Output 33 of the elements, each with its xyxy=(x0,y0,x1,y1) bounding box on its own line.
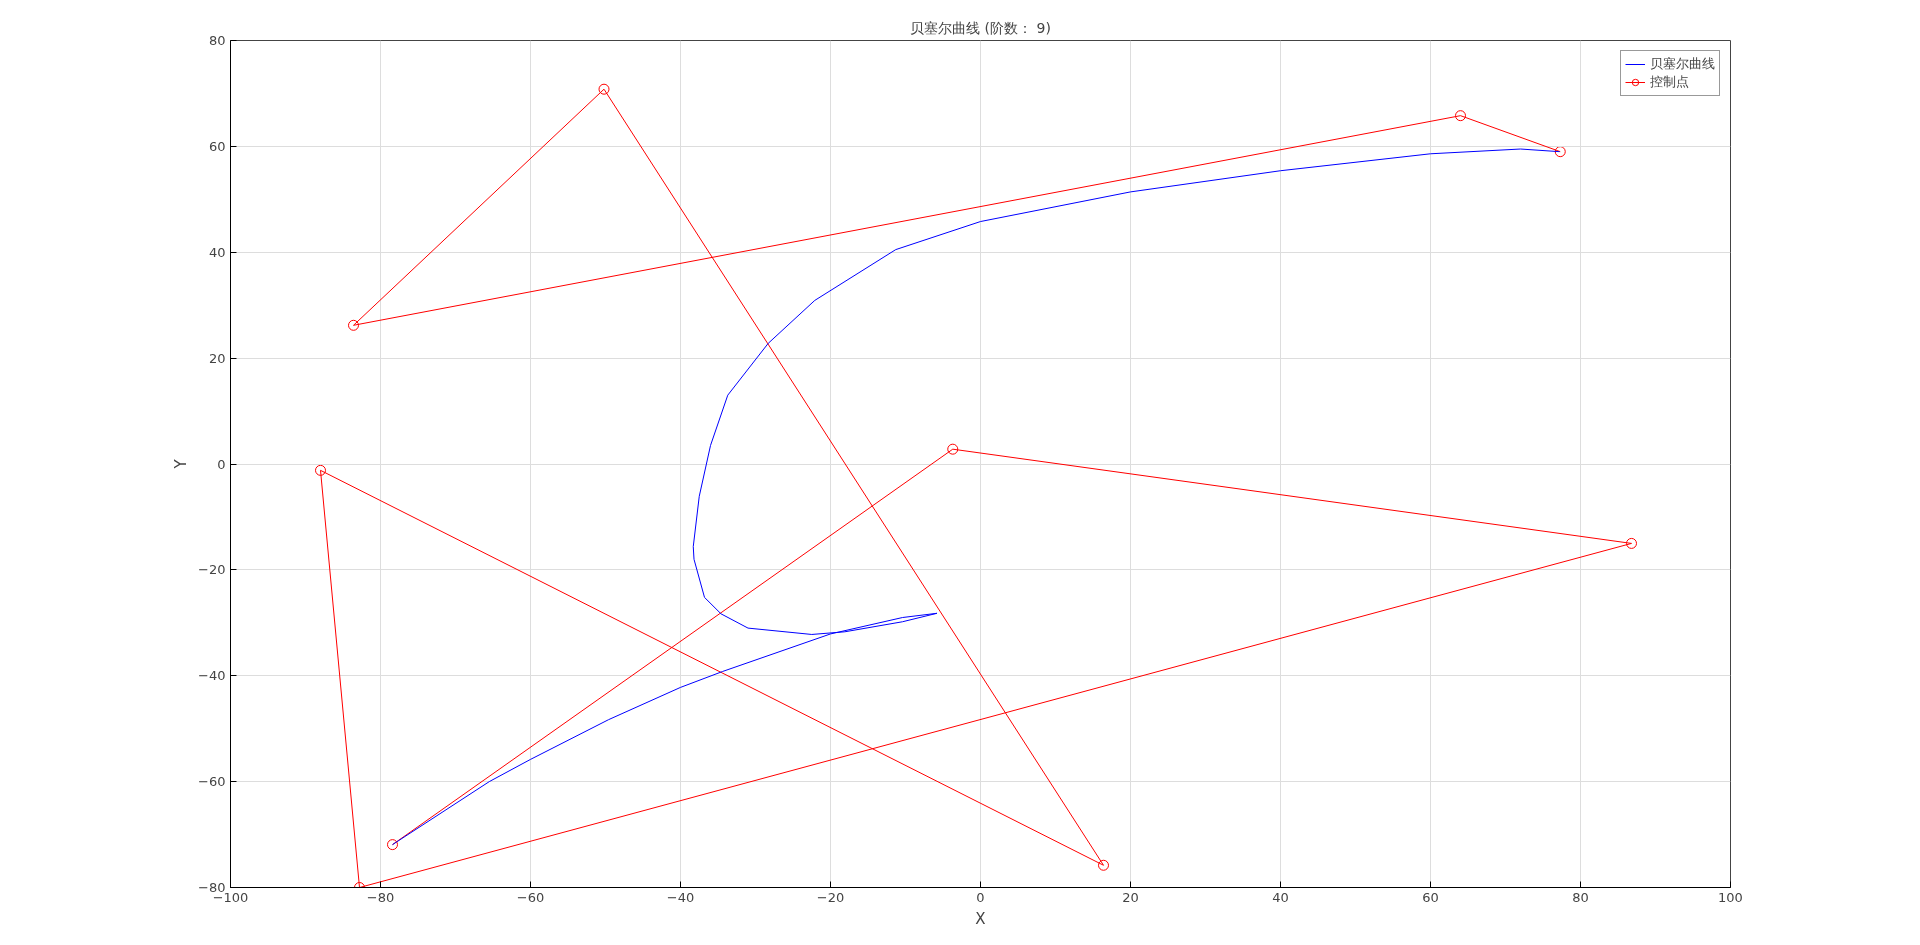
y-tick-label: 40 xyxy=(208,244,226,260)
x-tick-label: −60 xyxy=(516,889,545,905)
point xyxy=(1098,859,1109,871)
point xyxy=(315,464,326,476)
y-tick-label: −20 xyxy=(198,562,226,578)
legend-label: 控制点 xyxy=(1650,73,1689,91)
x-tick-label: −20 xyxy=(816,889,845,905)
legend-label: 贝塞尔曲线 xyxy=(1650,55,1715,73)
y-tick-label: 80 xyxy=(208,33,226,48)
y-tick-label: 0 xyxy=(217,456,226,472)
y-tick-label: 60 xyxy=(208,138,226,154)
x-tick-label: −40 xyxy=(666,889,695,905)
point xyxy=(1455,110,1466,122)
x-tick-label: 40 xyxy=(1272,889,1289,905)
point xyxy=(348,319,359,331)
x-axis-title: X xyxy=(975,909,986,928)
x-tick-label: 60 xyxy=(1422,889,1439,905)
point xyxy=(947,443,959,455)
x-tick-label: −80 xyxy=(366,889,395,905)
point xyxy=(1554,146,1566,158)
line-series xyxy=(392,148,1560,846)
point xyxy=(387,839,398,851)
chart-title: 贝塞尔曲线 (阶数： 9) xyxy=(910,19,1051,36)
x-tick-label: 100 xyxy=(1718,889,1743,905)
y-tick-label: −60 xyxy=(198,774,226,790)
y-tick-label: −40 xyxy=(198,668,226,684)
point xyxy=(1626,537,1637,549)
y-tick-label: 20 xyxy=(208,350,226,366)
point xyxy=(598,83,610,95)
x-tick-label: 0 xyxy=(976,889,985,905)
y-axis-title: Y xyxy=(172,458,191,470)
x-tick-label: 20 xyxy=(1122,889,1139,905)
x-tick-label: 80 xyxy=(1572,889,1589,905)
